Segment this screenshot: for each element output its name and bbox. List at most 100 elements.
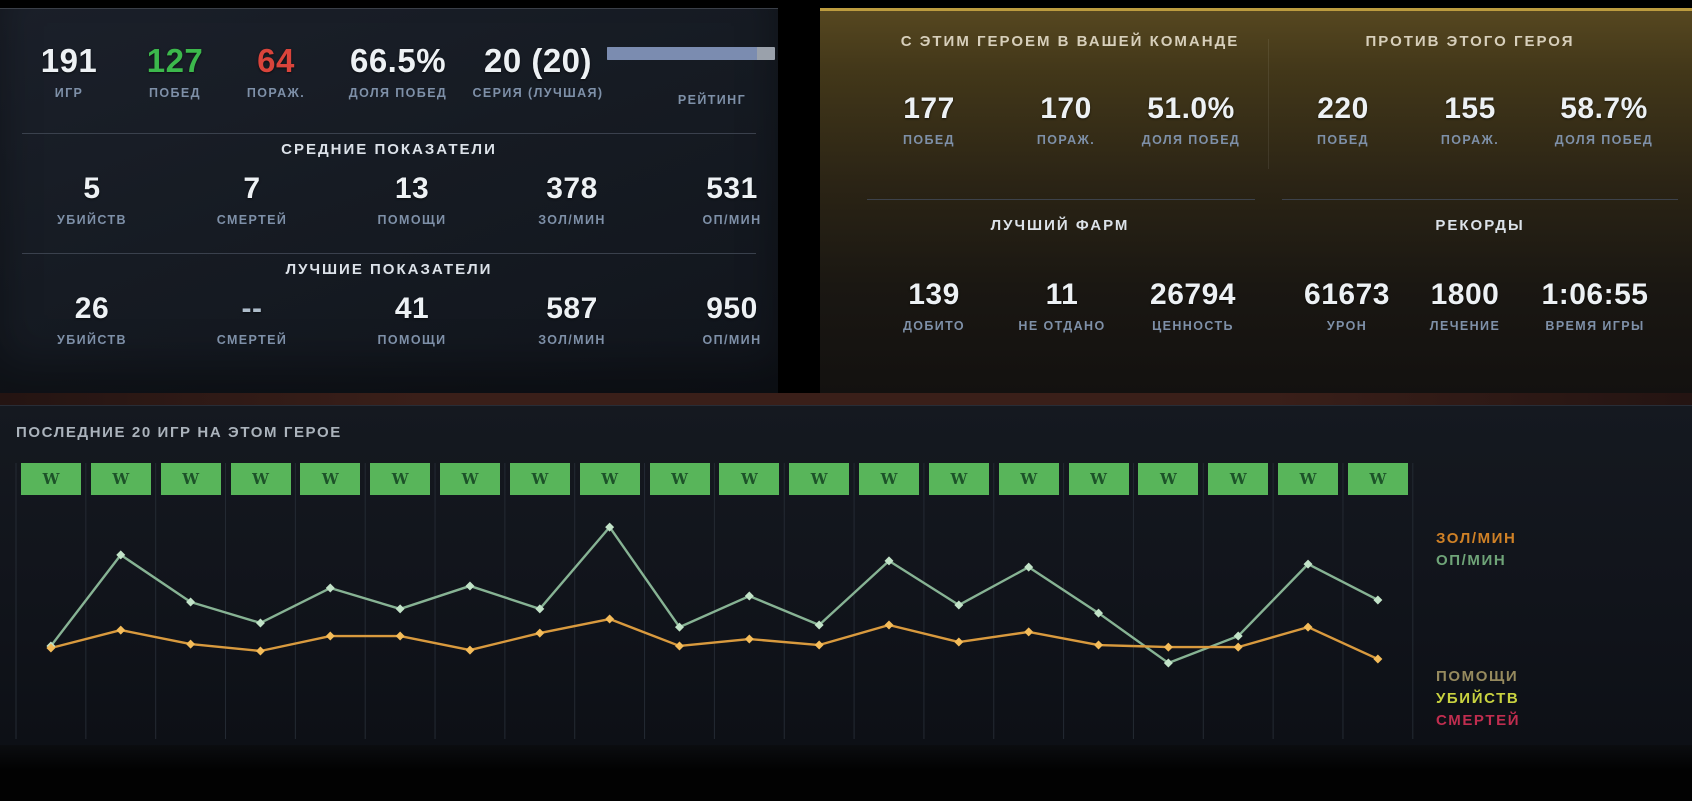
stat-value: 5	[83, 172, 101, 205]
legend-item[interactable]: УБИЙСТВ	[1436, 690, 1520, 707]
stat-value: 1:06:55	[1541, 278, 1649, 311]
matchup-panel: С ЭТИМ ГЕРОЕМ В ВАШЕЙ КОМАНДЕ ПРОТИВ ЭТО…	[820, 8, 1692, 393]
match-result-box[interactable]: W	[160, 463, 221, 495]
stat-value: 61673	[1304, 278, 1390, 311]
data-point	[395, 631, 405, 641]
match-result-box[interactable]: W	[300, 463, 361, 495]
stat-col: -- СМЕРТЕЙ	[217, 293, 288, 348]
match-result-box[interactable]: W	[928, 463, 989, 495]
data-point	[325, 631, 335, 641]
stat-value: 11	[1045, 278, 1079, 311]
match-result-box[interactable]: W	[370, 463, 431, 495]
stat-label: ПОРАЖ.	[246, 86, 306, 100]
match-result-box[interactable]: W	[719, 463, 780, 495]
stat-col: 66.5% ДОЛЯ ПОБЕД	[349, 43, 447, 100]
stat-col: 139 ДОБИТО	[902, 278, 966, 334]
stat-value: 13	[394, 172, 430, 205]
data-point	[535, 628, 545, 638]
stat-label: ОП/МИН	[702, 333, 762, 347]
data-point	[1094, 640, 1104, 650]
legend-item[interactable]: СМЕРТЕЙ	[1436, 712, 1521, 729]
legend-item[interactable]: ПОМОЩИ	[1436, 668, 1519, 685]
stat-col: 1800 ЛЕЧЕНИЕ	[1429, 279, 1501, 334]
match-result-box[interactable]: W	[998, 463, 1059, 495]
average-stats-title: СРЕДНИЕ ПОКАЗАТЕЛИ	[281, 141, 497, 158]
match-result-box[interactable]: W	[1208, 463, 1269, 495]
stat-col: 155 ПОРАЖ.	[1441, 93, 1499, 148]
legend-active-series: ЗОЛ/МИН ОП/МИН	[1436, 528, 1517, 572]
data-point	[884, 556, 894, 566]
legend-item[interactable]: ЗОЛ/МИН	[1436, 530, 1517, 547]
data-point	[744, 634, 754, 644]
stat-col: 191 ИГР	[41, 43, 98, 100]
match-result-box[interactable]: W	[649, 463, 710, 495]
rating-label: РЕЙТИНГ	[677, 93, 747, 107]
legend-inactive-series: ПОМОЩИ УБИЙСТВ СМЕРТЕЙ	[1436, 666, 1520, 732]
stat-label: СМЕРТЕЙ	[216, 213, 288, 227]
stat-value: 177	[903, 92, 955, 125]
data-point	[674, 622, 684, 632]
recent-games-title: ПОСЛЕДНИЕ 20 ИГР НА ЭТОМ ГЕРОЕ	[16, 424, 342, 441]
match-result-box[interactable]: W	[1278, 463, 1339, 495]
match-result-box[interactable]: W	[1068, 463, 1129, 495]
hero-summary-panel: 191 ИГР 127 ПОБЕД 64 ПОРАЖ. 66.5% ДОЛЯ ПОБЕД 20 …	[0, 8, 778, 393]
stat-label: ДОБИТО	[902, 319, 966, 333]
data-point	[186, 597, 196, 607]
stat-label: ПОМОЩИ	[377, 333, 447, 347]
divider	[1268, 39, 1269, 169]
stat-label: ПОРАЖ.	[1036, 133, 1096, 147]
stat-value: 139	[908, 278, 960, 311]
stat-label: ПОМОЩИ	[377, 213, 447, 227]
match-result-box[interactable]: W	[859, 463, 920, 495]
stat-value: 26	[74, 292, 110, 325]
stat-label: ЦЕННОСТЬ	[1152, 319, 1234, 333]
stat-value: 20 (20)	[483, 42, 593, 79]
data-point	[814, 620, 824, 630]
match-result-box[interactable]: W	[440, 463, 501, 495]
match-result-box[interactable]: W	[509, 463, 570, 495]
data-point	[954, 637, 964, 647]
data-point	[465, 581, 475, 591]
stat-col: 58.7% ДОЛЯ ПОБЕД	[1555, 93, 1653, 148]
series-line	[50, 617, 1379, 661]
stat-value: 170	[1040, 92, 1092, 125]
data-point	[1373, 654, 1383, 664]
stat-label: ПОБЕД	[903, 133, 955, 147]
stat-value: 64	[257, 42, 295, 79]
rating-progress-bar	[607, 47, 775, 60]
stat-label: ЛЕЧЕНИЕ	[1429, 319, 1501, 333]
match-result-box[interactable]: W	[230, 463, 291, 495]
stat-label: ВРЕМЯ ИГРЫ	[1545, 319, 1645, 333]
match-result-box[interactable]: W	[1138, 463, 1199, 495]
match-result-box[interactable]: W	[21, 463, 81, 495]
stat-col: 220 ПОБЕД	[1317, 93, 1369, 148]
legend-item[interactable]: ОП/МИН	[1436, 552, 1507, 569]
match-result-box[interactable]: W	[1347, 463, 1408, 495]
series-line	[49, 525, 1379, 665]
data-point	[1233, 642, 1243, 652]
data-point	[605, 614, 615, 624]
match-result-box[interactable]: W	[90, 463, 151, 495]
data-point	[255, 646, 265, 656]
data-point	[186, 639, 196, 649]
stat-label: ПОБЕД	[1317, 133, 1369, 147]
performance-chart	[15, 463, 1414, 739]
divider	[22, 253, 756, 254]
stat-col: 13 ПОМОЩИ	[377, 172, 447, 228]
stat-value: 7	[243, 172, 261, 205]
data-point	[1024, 562, 1034, 572]
data-point	[1094, 608, 1104, 618]
stat-col: 51.0% ДОЛЯ ПОБЕД	[1142, 93, 1240, 148]
best-stats-title: ЛУЧШИЕ ПОКАЗАТЕЛИ	[285, 261, 493, 278]
stat-label: УРОН	[1326, 319, 1368, 333]
stat-col: 26 УБИЙСТВ	[57, 292, 127, 348]
stat-col: 5 УБИЙСТВ	[57, 172, 127, 228]
match-result-box[interactable]: W	[579, 463, 640, 495]
data-point	[465, 645, 475, 655]
against-hero-title: ПРОТИВ ЭТОГО ГЕРОЯ	[1365, 33, 1575, 50]
best-farm-title: ЛУЧШИЙ ФАРМ	[990, 217, 1130, 234]
stat-value: 66.5%	[349, 42, 447, 79]
match-result-box[interactable]: W	[789, 463, 850, 495]
data-point	[1233, 631, 1243, 641]
